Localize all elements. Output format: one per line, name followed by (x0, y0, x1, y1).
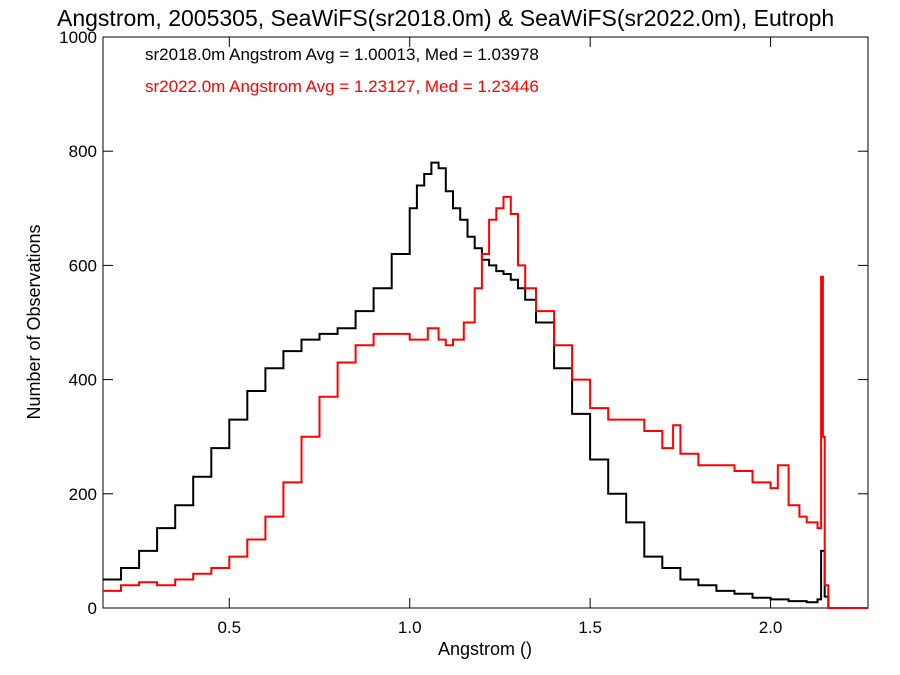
y-axis-label: Number of Observations (24, 224, 44, 419)
legend-series-2: sr2022.0m Angstrom Avg = 1.23127, Med = … (145, 77, 539, 96)
chart-title: Angstrom, 2005305, SeaWiFS(sr2018.0m) & … (57, 5, 834, 31)
y-tick-label: 600 (69, 256, 97, 275)
x-axis: 0.5 1.0 1.5 2.0 (217, 37, 782, 637)
y-tick-label: 400 (69, 371, 97, 390)
y-axis: 0 200 400 600 800 1000 (59, 28, 868, 618)
series-line-2 (103, 195, 868, 609)
series-layer (103, 161, 868, 609)
plot-frame (102, 36, 869, 609)
x-axis-label: Angstrom () (438, 639, 532, 659)
x-tick-label: 1.0 (398, 618, 422, 637)
series-line-1 (103, 161, 868, 609)
x-tick-label: 0.5 (217, 618, 241, 637)
y-tick-label: 0 (88, 599, 97, 618)
legend-series-1: sr2018.0m Angstrom Avg = 1.00013, Med = … (145, 45, 539, 64)
y-tick-label: 200 (69, 485, 97, 504)
y-tick-label: 1000 (59, 28, 97, 47)
y-tick-label: 800 (69, 142, 97, 161)
x-tick-label: 2.0 (759, 618, 783, 637)
x-tick-label: 1.5 (578, 618, 602, 637)
